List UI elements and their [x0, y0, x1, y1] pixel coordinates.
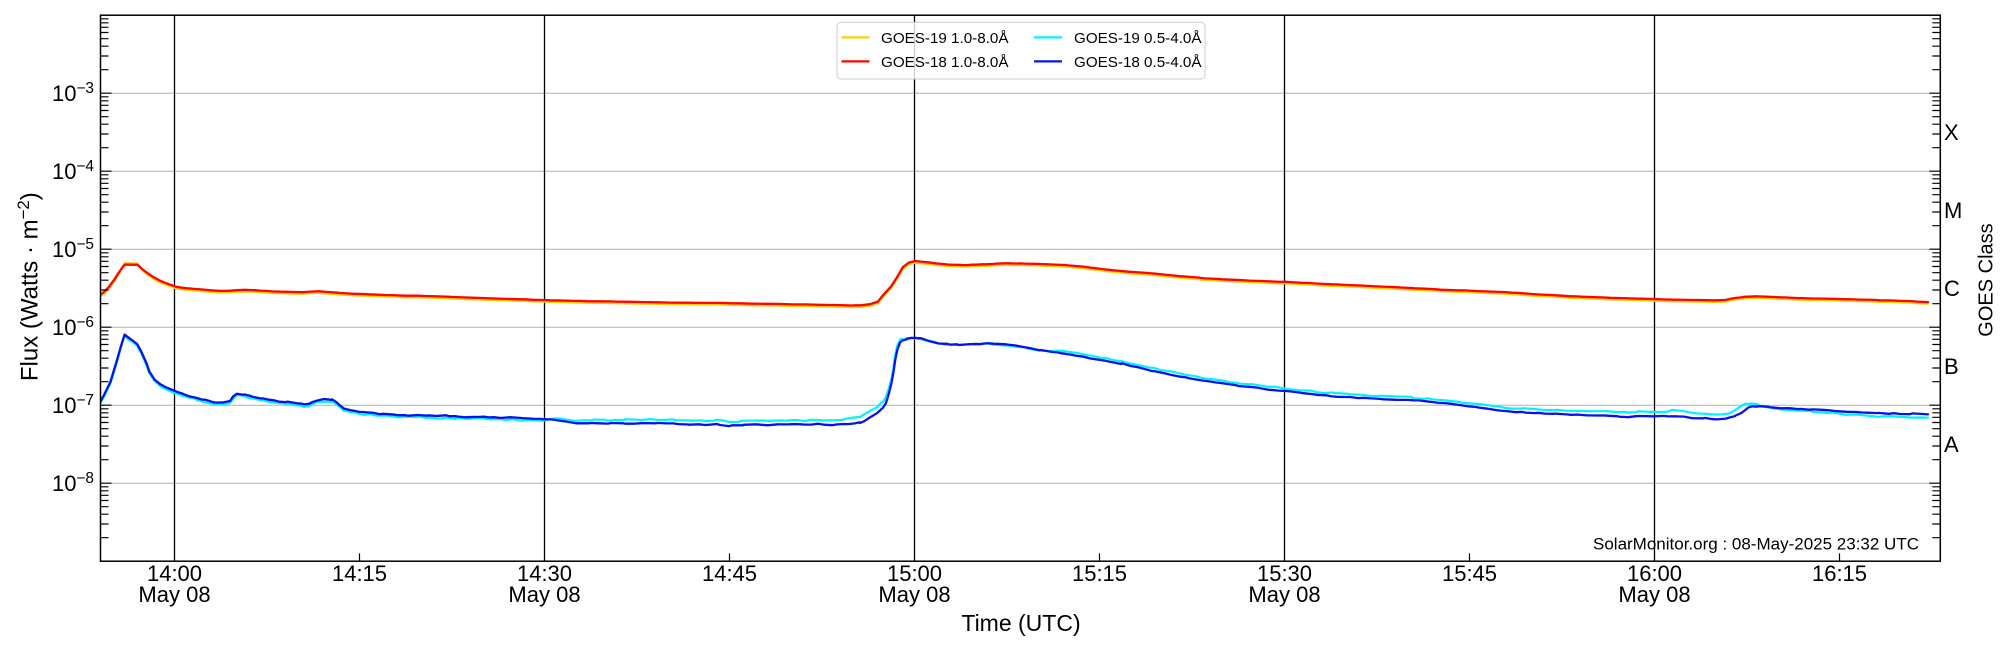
svg-text:14:45: 14:45: [702, 561, 757, 586]
svg-text:16:15: 16:15: [1812, 561, 1867, 586]
svg-text:May 08: May 08: [1248, 582, 1320, 607]
svg-text:A: A: [1944, 432, 1959, 457]
svg-text:May 08: May 08: [878, 582, 950, 607]
svg-text:May 08: May 08: [138, 582, 210, 607]
svg-text:May 08: May 08: [1618, 582, 1690, 607]
svg-text:15:00: 15:00: [887, 561, 942, 586]
svg-text:16:00: 16:00: [1627, 561, 1682, 586]
svg-text:B: B: [1944, 354, 1959, 379]
svg-text:X: X: [1944, 120, 1959, 145]
svg-text:GOES Class: GOES Class: [1975, 223, 1997, 336]
svg-text:May 08: May 08: [508, 582, 580, 607]
svg-text:SolarMonitor.org : 08-May-2025: SolarMonitor.org : 08-May-2025 23:32 UTC: [1593, 535, 1919, 554]
svg-text:15:15: 15:15: [1072, 561, 1127, 586]
svg-text:M: M: [1944, 198, 1962, 223]
svg-text:GOES-19 0.5-4.0Å: GOES-19 0.5-4.0Å: [1074, 30, 1202, 47]
svg-text:14:30: 14:30: [517, 561, 572, 586]
svg-text:GOES-18 1.0-8.0Å: GOES-18 1.0-8.0Å: [881, 54, 1009, 71]
svg-text:C: C: [1944, 276, 1960, 301]
svg-text:Flux (Watts · m−2): Flux (Watts · m−2): [14, 192, 43, 381]
svg-text:15:45: 15:45: [1442, 561, 1497, 586]
svg-text:Time (UTC): Time (UTC): [961, 610, 1080, 636]
svg-text:14:15: 14:15: [332, 561, 387, 586]
svg-text:10−8: 10−8: [52, 470, 94, 496]
svg-text:14:00: 14:00: [147, 561, 202, 586]
svg-text:GOES-19 1.0-8.0Å: GOES-19 1.0-8.0Å: [881, 30, 1009, 47]
svg-text:GOES-18 0.5-4.0Å: GOES-18 0.5-4.0Å: [1074, 54, 1202, 71]
svg-text:15:30: 15:30: [1257, 561, 1312, 586]
